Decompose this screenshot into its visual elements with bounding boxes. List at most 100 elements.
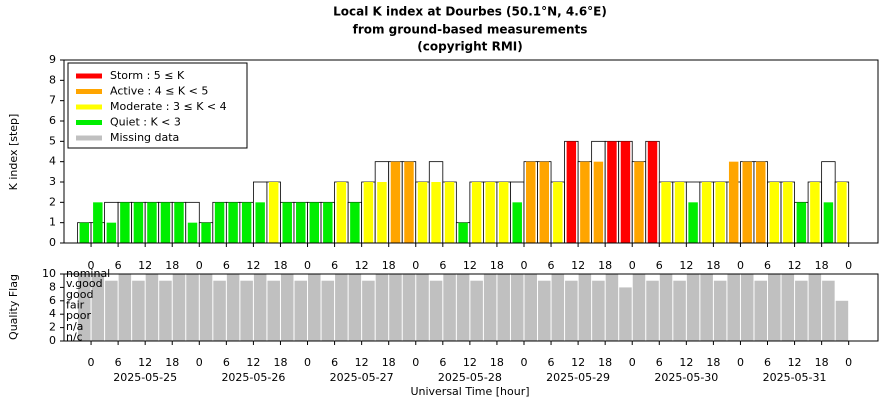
x-tick-label: 12 — [246, 259, 260, 272]
legend-label: Quiet : K < 3 — [110, 116, 181, 129]
quality-bar — [605, 274, 619, 341]
quality-bar — [78, 274, 91, 341]
bar — [688, 202, 698, 243]
x-tick-label: 0 — [737, 259, 744, 272]
x-tick-label: 0 — [196, 259, 203, 272]
bar — [106, 222, 117, 243]
bar — [133, 202, 144, 243]
quality-bar — [619, 287, 632, 341]
quality-bar — [768, 274, 781, 341]
x-tick-label: 18 — [382, 259, 396, 272]
quality-bar — [321, 280, 335, 341]
bar — [160, 202, 171, 243]
quality-bar — [835, 300, 849, 341]
bar — [377, 182, 387, 243]
bar — [756, 161, 766, 243]
x-tick-label: 12 — [679, 259, 693, 272]
quality-bar — [781, 274, 795, 341]
title: (copyright RMI) — [417, 40, 522, 54]
x-tick-label: 12 — [246, 356, 260, 369]
x-tick-label: 0 — [845, 259, 852, 272]
x-tick-label: 0 — [629, 259, 636, 272]
bar — [390, 161, 401, 243]
y-tick-label: 8 — [49, 73, 56, 86]
bar — [674, 182, 685, 243]
quality-bar — [740, 274, 754, 341]
quality-bar — [416, 274, 429, 341]
quality-bar — [456, 274, 470, 341]
bar — [810, 182, 820, 243]
quality-bar — [145, 274, 159, 341]
bar — [769, 182, 780, 243]
date-label: 2025-05-31 — [763, 371, 827, 384]
bar — [120, 202, 130, 243]
x-tick-label: 6 — [548, 259, 555, 272]
y-tick-label: 10 — [42, 267, 56, 280]
quality-bar — [470, 280, 483, 341]
quality-bar — [673, 280, 686, 341]
bar — [363, 182, 374, 243]
bar — [647, 141, 658, 243]
legend-label: Missing data — [110, 131, 179, 144]
y-tick-label: 3 — [49, 175, 56, 188]
bar — [593, 161, 604, 243]
quality-bar — [253, 274, 267, 341]
bar — [566, 141, 577, 243]
x-tick-label: 18 — [490, 356, 504, 369]
x-tick-label: 12 — [571, 259, 585, 272]
bar — [796, 202, 807, 243]
bar — [309, 202, 320, 243]
quality-bar — [199, 274, 213, 341]
x-tick-label: 0 — [520, 356, 527, 369]
quality-bar — [795, 280, 808, 341]
x-tick-label: 6 — [115, 356, 122, 369]
x-tick-label: 18 — [815, 259, 829, 272]
quality-bar — [402, 274, 416, 341]
x-tick-label: 6 — [439, 259, 446, 272]
quality-bar — [754, 280, 768, 341]
quality-bar — [713, 280, 727, 341]
title: Local K index at Dourbes (50.1°N, 4.6°E) — [333, 5, 607, 19]
quality-bar — [91, 274, 105, 341]
bar — [837, 182, 847, 243]
bar — [241, 202, 252, 243]
y-axis-label: K index [step] — [7, 114, 20, 191]
x-tick-label: 12 — [571, 356, 585, 369]
x-tick-label: 0 — [88, 259, 95, 272]
bar — [553, 182, 563, 243]
x-tick-label: 18 — [382, 356, 396, 369]
bar — [296, 202, 306, 243]
x-tick-label: 18 — [598, 356, 612, 369]
bar — [187, 222, 198, 243]
y-tick-label: 0 — [49, 236, 56, 249]
x-tick-label: 12 — [463, 356, 477, 369]
quality-level-label: n/c — [66, 331, 83, 344]
y-tick-label: 7 — [49, 94, 56, 107]
x-tick-label: 6 — [223, 259, 230, 272]
bar — [228, 202, 238, 243]
quality-bar — [132, 280, 145, 341]
plot-frame — [63, 59, 879, 244]
y-tick-label: 5 — [49, 134, 56, 147]
x-tick-label: 0 — [737, 356, 744, 369]
x-tick-label: 12 — [788, 259, 802, 272]
date-label: 2025-05-30 — [654, 371, 718, 384]
x-tick-label: 18 — [165, 356, 179, 369]
date-label: 2025-05-27 — [330, 371, 394, 384]
x-tick-label: 18 — [598, 259, 612, 272]
x-tick-label: 6 — [764, 356, 771, 369]
x-tick-label: 6 — [331, 356, 338, 369]
quality-bar — [551, 274, 565, 341]
x-tick-label: 0 — [88, 356, 95, 369]
y-tick-label: 6 — [49, 294, 56, 307]
x-tick-label: 12 — [138, 356, 152, 369]
x-tick-label: 18 — [706, 259, 720, 272]
quality-bar — [375, 274, 389, 341]
x-tick-label: 12 — [679, 356, 693, 369]
x-tick-label: 6 — [331, 259, 338, 272]
y-tick-label: 0 — [49, 334, 56, 347]
bar — [336, 182, 347, 243]
legend-label: Moderate : 3 ≤ K < 4 — [110, 100, 227, 113]
bar — [444, 182, 455, 243]
